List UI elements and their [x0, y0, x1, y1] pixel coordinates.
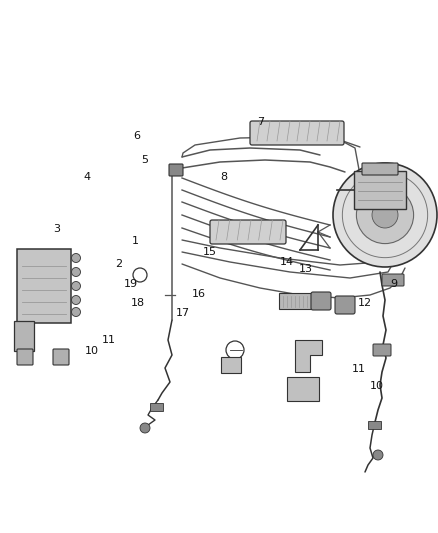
FancyBboxPatch shape — [17, 349, 33, 365]
Text: 5: 5 — [141, 155, 148, 165]
Circle shape — [372, 202, 398, 228]
Text: 7: 7 — [257, 117, 264, 126]
Polygon shape — [295, 340, 322, 372]
Text: 9: 9 — [390, 279, 397, 288]
FancyBboxPatch shape — [354, 171, 406, 209]
FancyBboxPatch shape — [14, 321, 34, 351]
Circle shape — [357, 187, 413, 244]
Circle shape — [71, 268, 81, 277]
FancyBboxPatch shape — [279, 293, 311, 309]
Text: 18: 18 — [131, 298, 145, 308]
Text: 17: 17 — [176, 309, 190, 318]
FancyBboxPatch shape — [53, 349, 69, 365]
Circle shape — [71, 295, 81, 304]
Text: 11: 11 — [352, 364, 366, 374]
Text: 15: 15 — [203, 247, 217, 256]
FancyBboxPatch shape — [335, 296, 355, 314]
Text: 2: 2 — [115, 259, 122, 269]
Circle shape — [71, 254, 81, 262]
Circle shape — [333, 163, 437, 267]
Text: 10: 10 — [370, 382, 384, 391]
Circle shape — [140, 423, 150, 433]
Text: 11: 11 — [102, 335, 116, 345]
Text: 14: 14 — [280, 257, 294, 267]
Text: 10: 10 — [85, 346, 99, 356]
FancyBboxPatch shape — [210, 220, 286, 244]
Text: 3: 3 — [53, 224, 60, 234]
FancyBboxPatch shape — [149, 402, 162, 410]
Text: 6: 6 — [133, 131, 140, 141]
FancyBboxPatch shape — [169, 164, 183, 176]
FancyBboxPatch shape — [311, 292, 331, 310]
Text: 19: 19 — [124, 279, 138, 288]
FancyBboxPatch shape — [367, 421, 381, 429]
Text: 1: 1 — [132, 236, 139, 246]
FancyBboxPatch shape — [250, 121, 344, 145]
Circle shape — [373, 450, 383, 460]
Text: 13: 13 — [299, 264, 313, 274]
Text: 16: 16 — [192, 289, 206, 299]
FancyBboxPatch shape — [382, 274, 404, 286]
FancyBboxPatch shape — [287, 377, 319, 401]
Text: 12: 12 — [357, 298, 371, 308]
Text: 8: 8 — [221, 172, 228, 182]
Circle shape — [71, 281, 81, 290]
Circle shape — [71, 308, 81, 317]
Text: 4: 4 — [83, 172, 90, 182]
FancyBboxPatch shape — [17, 249, 71, 323]
FancyBboxPatch shape — [221, 357, 241, 373]
FancyBboxPatch shape — [362, 163, 398, 175]
FancyBboxPatch shape — [373, 344, 391, 356]
